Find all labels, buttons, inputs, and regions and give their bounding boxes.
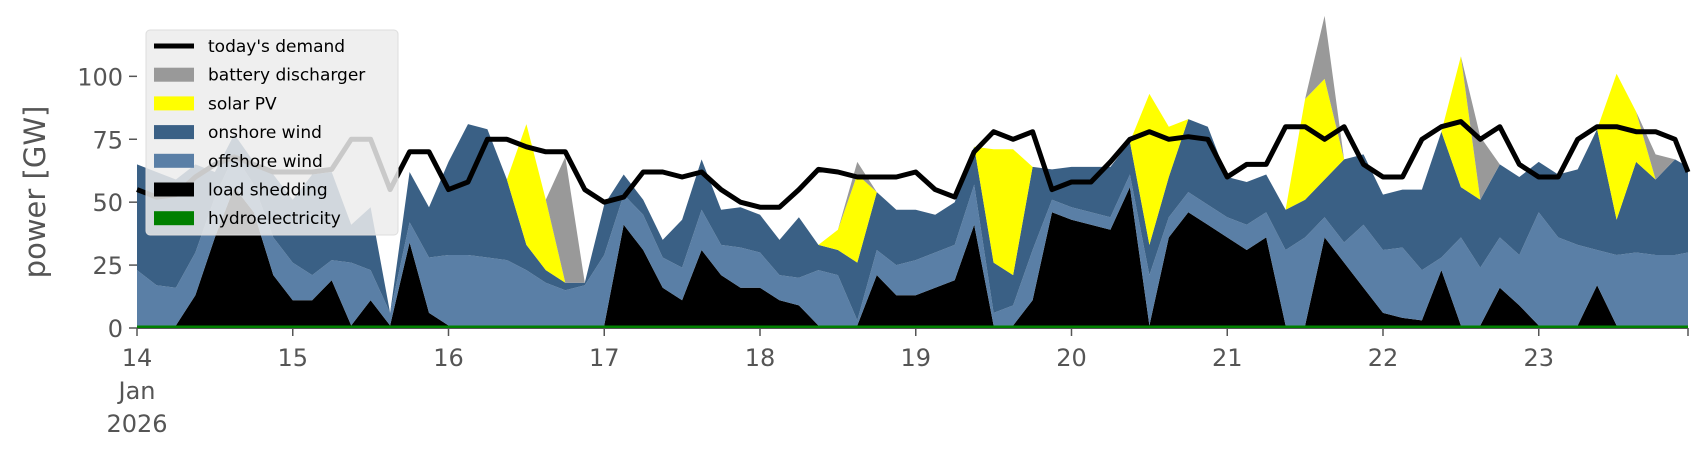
legend-label-hydroelectricity: hydroelectricity xyxy=(208,209,341,229)
legend-swatch-battery-discharger xyxy=(154,67,194,82)
x-tick-label: 14 xyxy=(122,344,153,372)
legend-label-load-shedding: load shedding xyxy=(208,181,328,201)
y-tick-label: 25 xyxy=(92,252,123,280)
series-areas xyxy=(137,15,1688,328)
x-ticks: 14 Jan 2026 15 16 17 18 19 20 21 22 23 xyxy=(106,328,1689,438)
legend-swatch-load-shedding xyxy=(154,182,194,197)
x-tick-label: 2026 xyxy=(106,410,167,438)
x-tick-label: 16 xyxy=(433,344,464,372)
series-area-hydroelectricity xyxy=(137,325,1688,328)
series-area-load-shedding xyxy=(137,187,1688,326)
x-tick-label: 22 xyxy=(1368,344,1399,372)
x-tick-label: 18 xyxy=(745,344,776,372)
series-area-offshore-wind xyxy=(137,154,1688,326)
y-axis-title: power [GW] xyxy=(18,106,52,279)
y-tick-label: 75 xyxy=(92,126,123,154)
legend-label-offshore-wind: offshore wind xyxy=(208,152,323,172)
legend-swatch-hydroelectricity xyxy=(154,211,194,226)
legend-swatch-solar-pv xyxy=(154,96,194,111)
series-area-onshore-wind xyxy=(137,119,1688,321)
y-tick-label: 100 xyxy=(77,63,123,91)
legend-label-battery-discharger: battery discharger xyxy=(208,66,365,86)
y-tick-label: 50 xyxy=(92,189,123,217)
x-tick-label: 15 xyxy=(277,344,308,372)
x-tick-label: Jan xyxy=(117,377,156,405)
x-tick-label: 20 xyxy=(1056,344,1087,372)
legend-box xyxy=(145,29,399,236)
y-ticks: 0 25 50 75 100 xyxy=(77,63,137,343)
legend-label-onshore-wind: onshore wind xyxy=(208,123,322,143)
legend: today's demand battery discharger solar PV… xyxy=(145,29,399,236)
y-tick-label: 0 xyxy=(108,315,123,343)
x-tick-label: 21 xyxy=(1212,344,1243,372)
legend-label-today-s-demand: today's demand xyxy=(208,37,345,57)
legend-label-solar-pv: solar PV xyxy=(208,94,277,114)
legend-swatch-offshore-wind xyxy=(154,153,194,168)
axes: 0 25 50 75 100 14 Jan 2026 15 16 17 18 19 20 21 22 23 p… xyxy=(18,63,1689,438)
legend-swatch-onshore-wind xyxy=(154,125,194,140)
x-tick-label: 23 xyxy=(1523,344,1554,372)
x-tick-label: 19 xyxy=(900,344,931,372)
x-tick-label: 17 xyxy=(589,344,620,372)
